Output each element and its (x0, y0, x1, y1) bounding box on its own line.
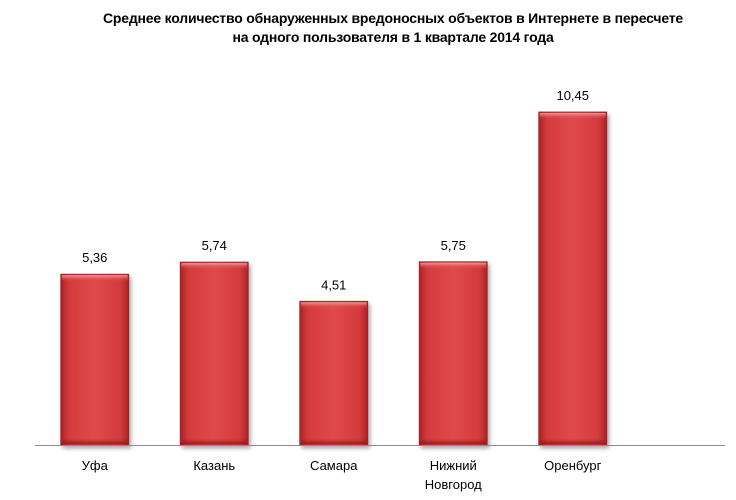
bar-bottom-shade (181, 439, 248, 444)
bar-group (179, 261, 249, 446)
chart-title-line-1: Среднее количество обнаруженных вредонос… (103, 10, 683, 26)
bar-top-highlight (539, 113, 606, 119)
bar-top-highlight (61, 275, 128, 282)
bar-bottom-shade (539, 439, 606, 444)
bar (60, 273, 130, 446)
x-tick-label-line: Уфа (82, 458, 109, 473)
bar-bottom-shade (300, 439, 367, 444)
bar-group (60, 273, 130, 446)
bar-bottom-shade (420, 439, 487, 444)
chart-title: Среднее количество обнаруженных вредонос… (0, 9, 736, 47)
bar-top-highlight (300, 302, 367, 309)
bar-group (538, 111, 608, 446)
bar (538, 111, 608, 446)
labels-layer: 5,36 Уфа 5,74 Казань 4,51 Самара 5,75 Нижний Нов… (82, 88, 602, 492)
x-tick-label-line: Новгород (425, 477, 482, 492)
x-tick-label: Оренбург (544, 458, 601, 473)
bar-group (299, 300, 369, 446)
x-tick-label: Уфа (82, 458, 109, 473)
data-label: 10,45 (556, 88, 589, 103)
x-tick-label: Казань (193, 458, 235, 473)
bar-bottom-shade (61, 439, 128, 444)
data-label: 5,36 (82, 250, 107, 265)
x-tick-label: Нижний Новгород (425, 458, 482, 492)
x-tick-label-line: Оренбург (544, 458, 601, 473)
bar (179, 261, 249, 446)
x-tick-label: Самара (310, 458, 358, 473)
x-tick-label-line: Нижний (430, 458, 477, 473)
x-tick-label-line: Казань (193, 458, 235, 473)
data-label: 5,74 (202, 238, 227, 253)
bar (418, 261, 488, 446)
data-label: 4,51 (321, 277, 346, 292)
bar-top-highlight (181, 263, 248, 270)
chart-title-line-2: на одного пользователя в 1 квартале 2014… (232, 29, 554, 45)
x-tick-label-line: Самара (310, 458, 358, 473)
bar-top-highlight (420, 262, 487, 269)
data-label: 5,75 (441, 238, 466, 253)
bar-group (418, 261, 488, 446)
bar (299, 300, 369, 446)
